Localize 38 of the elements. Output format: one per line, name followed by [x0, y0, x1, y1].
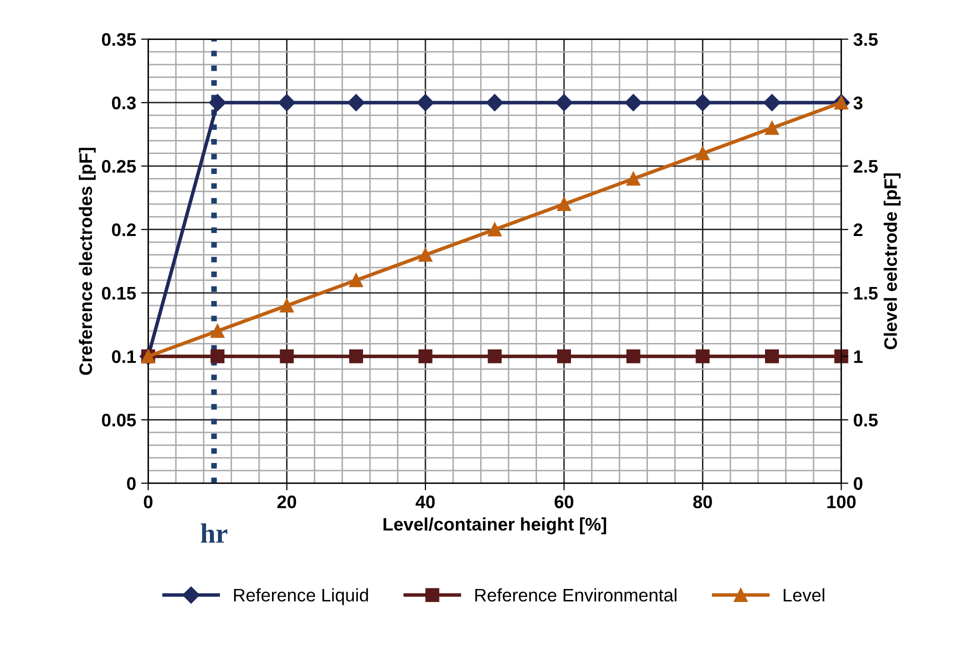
y2-tick-label: 0 [854, 477, 862, 490]
y-axis-title: Creference electrodes [pF] [78, 148, 96, 375]
point [557, 197, 571, 212]
point [626, 172, 640, 186]
x-tick-label: 0 [144, 496, 152, 508]
x-axis-title: Level/container height [%] [384, 517, 606, 534]
y-tick-label: 0 [127, 477, 136, 490]
y-tick-label: 0.25 [102, 160, 136, 173]
x-tick-label: 100 [827, 496, 856, 508]
y-tick-label: 0.1 [112, 350, 136, 364]
ref-line-label: hr [200, 523, 228, 543]
point [280, 298, 294, 313]
y2-tick-label: 1 [854, 350, 863, 363]
y-tick-label: 0.05 [102, 414, 136, 427]
y2-tick-label: 2 [854, 223, 862, 236]
legend-label: Reference Liquid [234, 588, 368, 606]
y-tick-label: 0.15 [102, 286, 136, 300]
y-tick-label: 0.35 [102, 33, 136, 46]
x-tick-label: 20 [277, 496, 296, 508]
point [765, 121, 779, 135]
y2-tick-label: 3 [854, 96, 862, 110]
x-tick-label: 40 [416, 496, 435, 508]
point [210, 324, 224, 338]
y2-tick-label: 3.5 [854, 33, 878, 46]
point [418, 248, 432, 262]
legend-label: Level [784, 588, 824, 602]
y2-tick-label: 1.5 [854, 287, 878, 300]
x-tick-label: 60 [554, 496, 574, 508]
y-tick-label: 0.2 [112, 223, 136, 236]
y2-axis-title: Clevel eelctrode [pF] [884, 173, 901, 350]
y-tick-label: 0.3 [112, 96, 136, 110]
x-tick-label: 80 [693, 496, 712, 508]
point [696, 146, 710, 160]
y2-tick-label: 2.5 [854, 160, 878, 173]
point [488, 222, 502, 236]
y2-tick-label: 0.5 [854, 414, 878, 427]
point [349, 273, 364, 288]
legend-label: Reference Environmental [475, 588, 676, 602]
